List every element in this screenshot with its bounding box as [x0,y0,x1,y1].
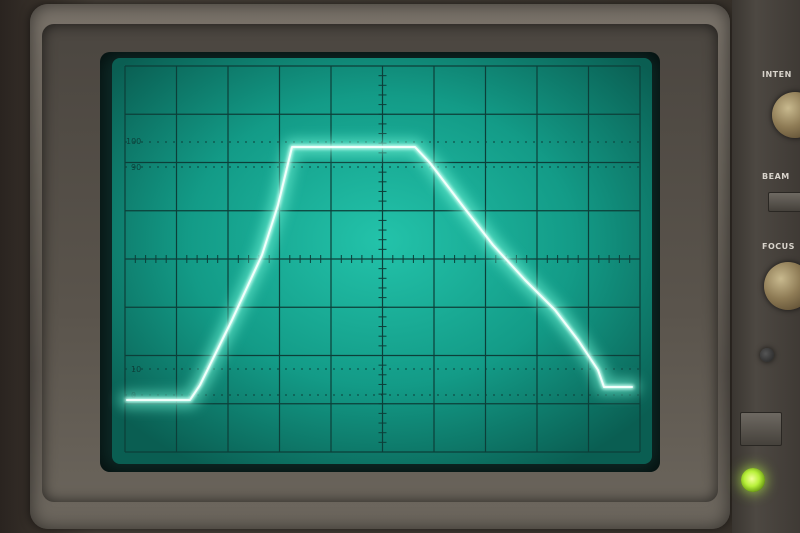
power-button[interactable] [740,412,782,446]
focus-knob[interactable] [764,262,800,310]
graticule-label-90: 90 [131,163,141,172]
graticule-label-100: 100 [126,137,141,146]
graticule-label-10: 10 [131,365,141,374]
power-led [741,468,765,492]
beam-label: BEAM [762,172,790,181]
adjust-screw[interactable] [760,348,774,362]
focus-label: FOCUS [762,242,795,251]
beam-find-button[interactable] [768,192,800,212]
intensity-label: INTEN [762,70,792,79]
waveform-trace-highlight [126,146,633,401]
